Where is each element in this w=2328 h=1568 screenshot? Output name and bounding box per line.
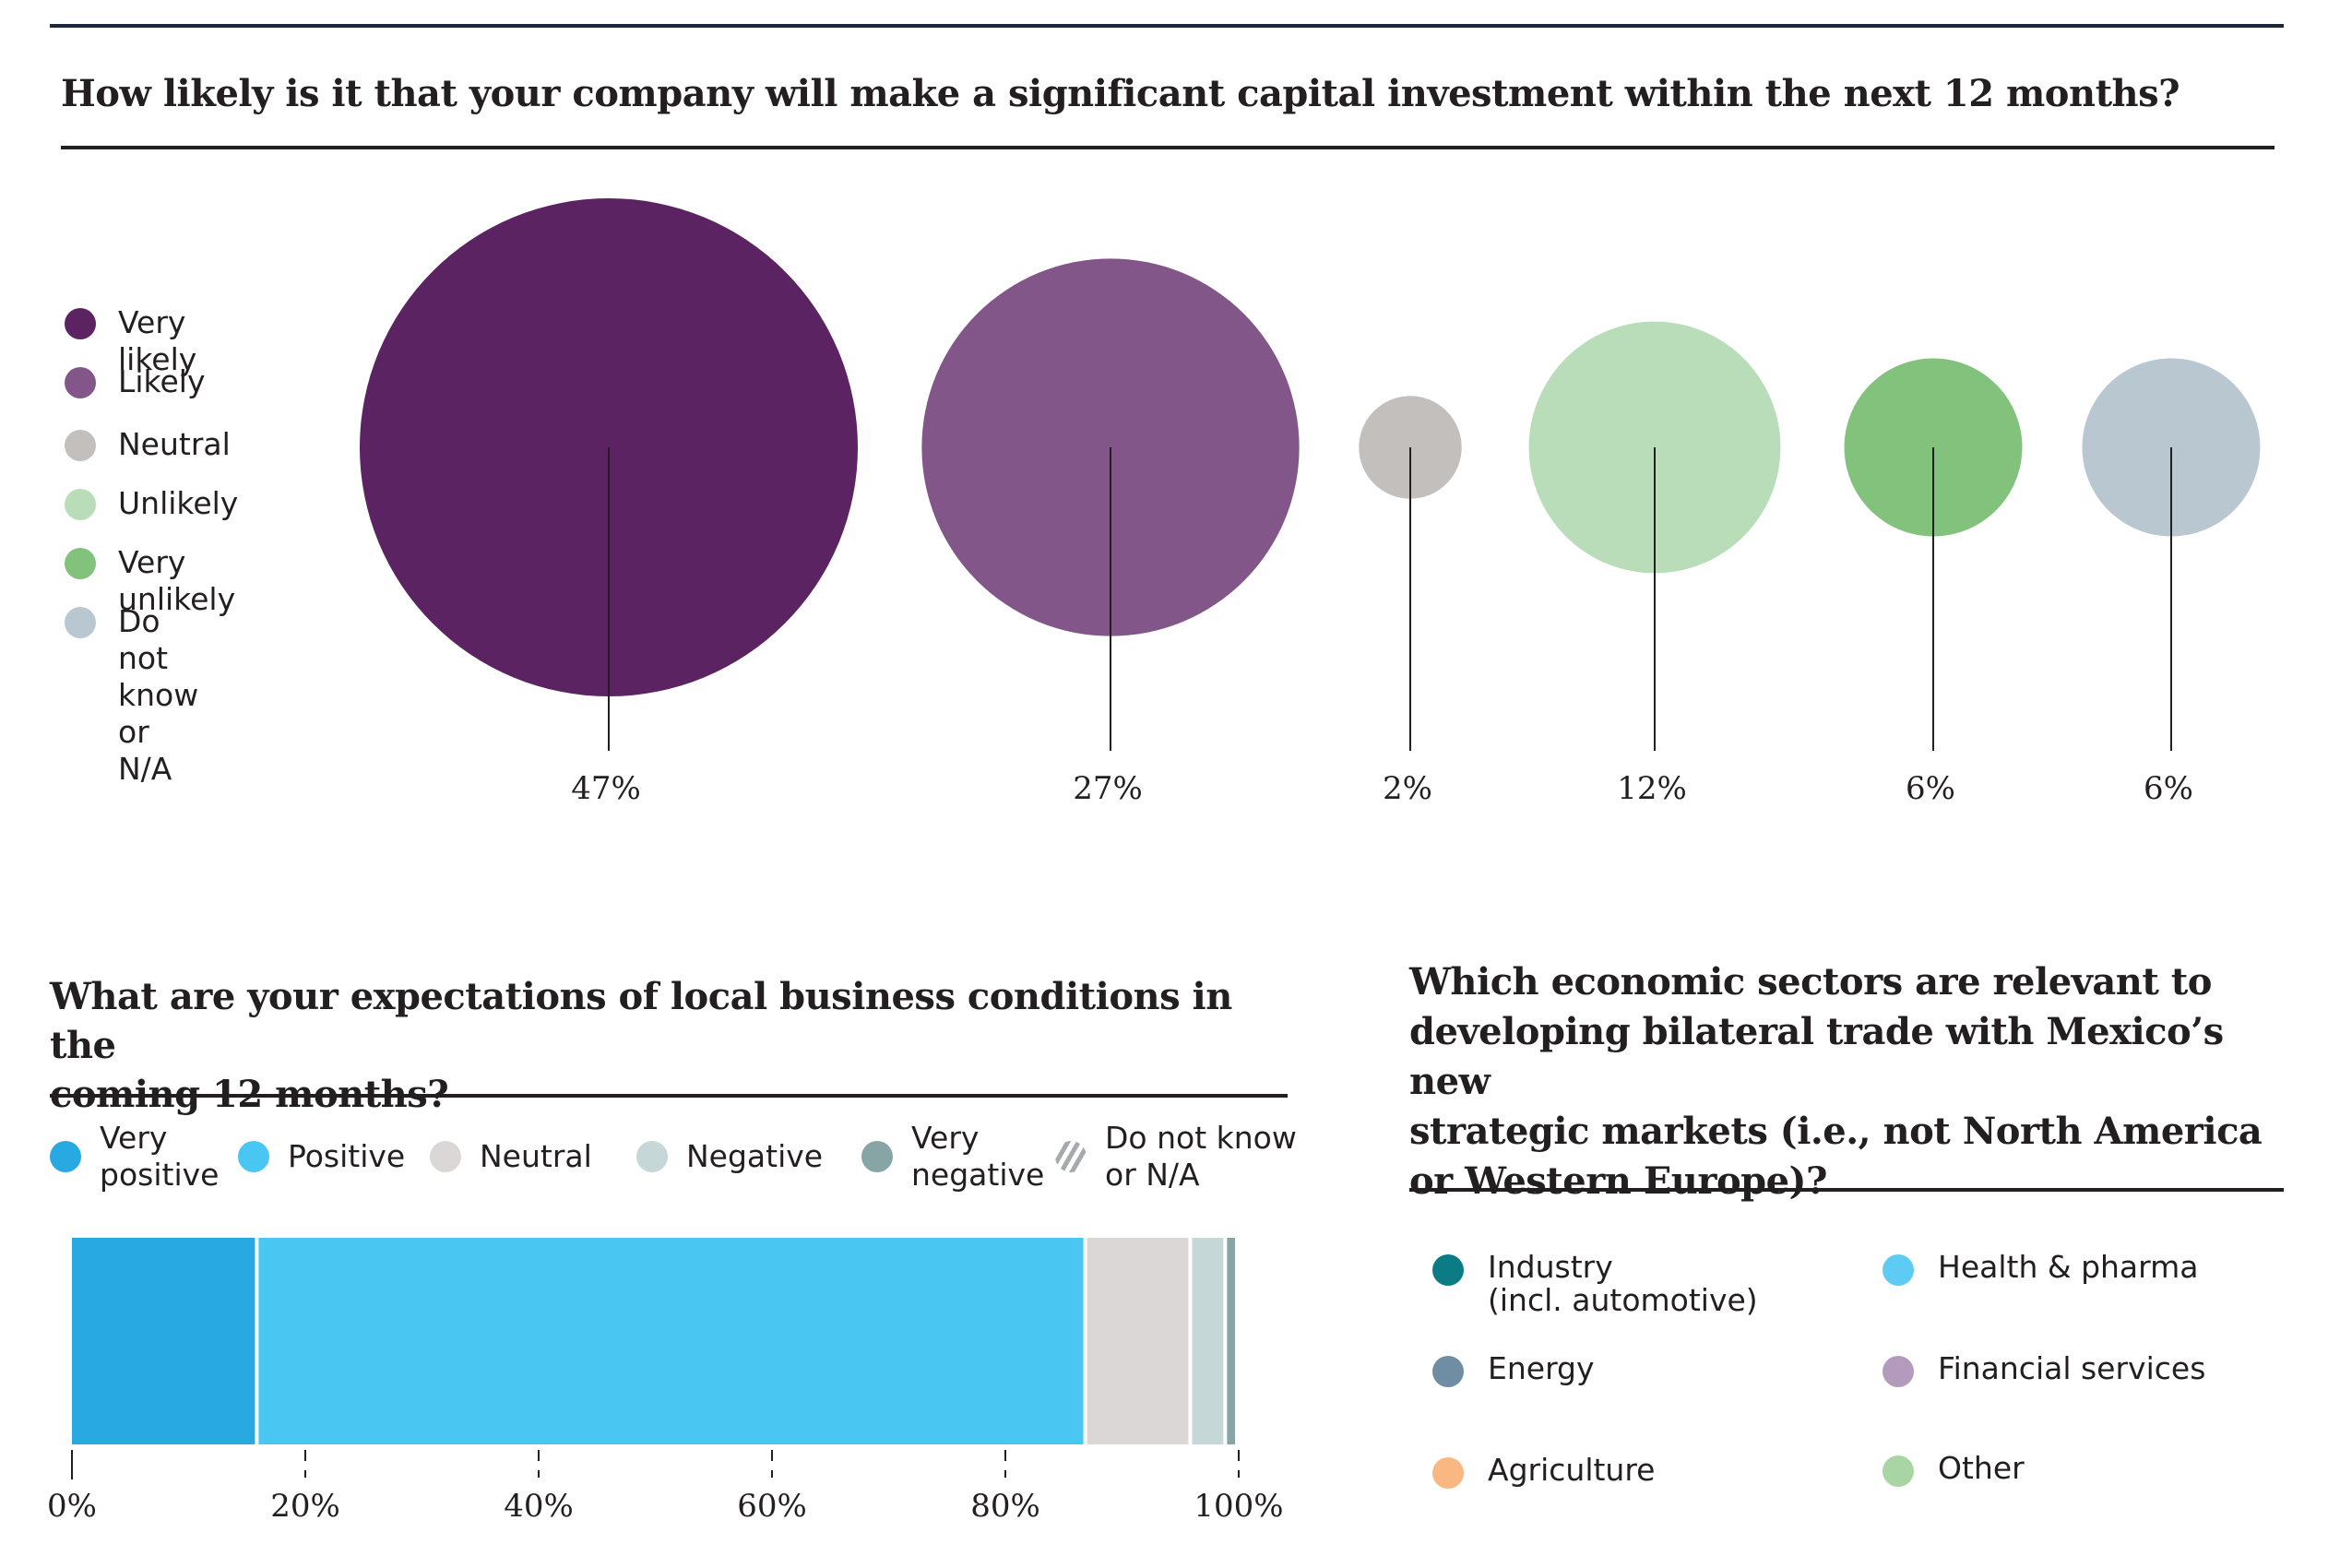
bubble-value-label: 47% (571, 770, 641, 807)
legend-item-neutral: Neutral (430, 1118, 592, 1195)
title-underline (1409, 1188, 2284, 1192)
title-line: Which economic sectors are relevant to (1409, 960, 2212, 1004)
title-line: strategic markets (i.e., not North Ameri… (1409, 1110, 2263, 1153)
top-rule (50, 24, 2284, 28)
legend-item-very-likely: Very likely (65, 304, 196, 378)
legend-item-positive: Positive (238, 1118, 405, 1195)
title-line: developing bilateral trade with Mexico’s… (1409, 1010, 2224, 1103)
bubble-value-label: 27% (1073, 770, 1143, 807)
legend-item-unlikely: Unlikely (65, 485, 238, 522)
x-tick-label: 20% (270, 1488, 340, 1525)
legend-item-industry: Industry (incl. automotive) (1432, 1251, 1758, 1317)
legend-label: Very likely (118, 304, 197, 377)
chart-title-capital-investment: How likely is it that your company will … (61, 72, 2180, 115)
legend-label: Likely (118, 363, 206, 399)
legend-item-very-negative: Very negative (861, 1118, 1044, 1195)
legend-item-likely: Likely (65, 363, 206, 400)
bar-segment-negative (1192, 1238, 1224, 1444)
legend-dot-financial-services-icon (1883, 1356, 1914, 1387)
legend-dot-positive-icon (238, 1141, 269, 1172)
bubble-value-label: 12% (1617, 770, 1687, 807)
title-line: What are your expectations of local busi… (50, 975, 1232, 1067)
title-line: or Western Europe)? (1409, 1159, 1827, 1203)
legend-dot-health-pharma-icon (1883, 1254, 1914, 1286)
legend-dot-very-negative-icon (861, 1141, 893, 1172)
legend-dot-neutral-icon (430, 1141, 461, 1172)
legend-label: Do not know or N/A (118, 603, 199, 787)
legend-item-do-not-know: Do not know or N/A (65, 603, 198, 788)
bar-segment-very-negative (1227, 1238, 1235, 1444)
legend-label: Neutral (118, 426, 231, 462)
x-tick-label: 100% (1194, 1488, 1283, 1525)
x-tick-label: 0% (47, 1488, 97, 1525)
legend-item-health-pharma: Health & pharma (1883, 1251, 2199, 1286)
legend-label: Positive (288, 1138, 406, 1174)
legend-item-other: Other (1883, 1452, 2025, 1487)
legend-dot-other-icon (1883, 1455, 1914, 1487)
legend-label: Industry (incl. automotive) (1488, 1249, 1758, 1318)
legend-dot-very-positive-icon (50, 1141, 81, 1172)
legend-item-neutral: Neutral (65, 426, 231, 463)
legend-dot-industry-icon (1432, 1254, 1464, 1286)
legend-dot-likely-icon (65, 367, 96, 398)
bar-segment-neutral (1087, 1238, 1189, 1444)
legend-label: Energy (1488, 1350, 1595, 1386)
legend-dot-energy-icon (1432, 1356, 1464, 1387)
legend-label: Other (1938, 1450, 2025, 1486)
legend-label: Very unlikely (118, 544, 236, 617)
chart-title-economic-sectors: Which economic sectors are relevant to d… (1409, 957, 2313, 1206)
legend-label: Neutral (480, 1138, 592, 1174)
legend-dot-very-likely-icon (65, 308, 96, 339)
bubble-value-label: 2% (1383, 770, 1432, 807)
legend-label: Very positive (100, 1120, 220, 1193)
legend-business-conditions: Very positive Positive Neutral Negative … (50, 1118, 1304, 1201)
bubble-chart: 47% 27% 2% 12% 6% 6% (360, 198, 2261, 807)
legend-item-energy: Energy (1432, 1352, 1595, 1387)
legend-item-do-not-know: Do not know or N/A (1055, 1118, 1297, 1195)
legend-item-financial-services: Financial services (1883, 1352, 2205, 1387)
x-tick-label: 80% (970, 1488, 1040, 1525)
title-underline (61, 146, 2275, 149)
bar-segment-positive (258, 1238, 1084, 1444)
legend-item-negative: Negative (636, 1118, 823, 1195)
legend-label: Financial services (1938, 1350, 2206, 1386)
title-underline (50, 1094, 1288, 1098)
legend-dot-very-unlikely-icon (65, 548, 96, 579)
legend-label: Do not know or N/A (1105, 1120, 1297, 1193)
legend-dot-neutral-icon (65, 430, 96, 461)
bubble-value-label: 6% (2144, 770, 2193, 807)
x-tick-label: 60% (737, 1488, 807, 1525)
legend-dot-agriculture-icon (1432, 1457, 1464, 1489)
legend-item-very-positive: Very positive (50, 1118, 219, 1195)
stacked-bar-chart: 0% 20% 40% 60% 80% 100% (47, 1238, 1284, 1525)
bubble-value-label: 6% (1906, 770, 1955, 807)
legend-hatched-do-not-know-icon (1055, 1141, 1087, 1172)
legend-dot-negative-icon (636, 1141, 668, 1172)
x-tick-label: 40% (504, 1488, 574, 1525)
legend-dot-do-not-know-icon (65, 607, 96, 638)
legend-label: Negative (686, 1138, 824, 1174)
legend-label: Health & pharma (1938, 1249, 2199, 1285)
legend-label: Agriculture (1488, 1452, 1656, 1488)
legend-label: Unlikely (118, 485, 239, 521)
legend-dot-unlikely-icon (65, 489, 96, 520)
legend-label: Very negative (911, 1120, 1045, 1193)
bar-segment-very-positive (72, 1238, 255, 1444)
legend-item-very-unlikely: Very unlikely (65, 544, 235, 618)
legend-item-agriculture: Agriculture (1432, 1454, 1655, 1489)
